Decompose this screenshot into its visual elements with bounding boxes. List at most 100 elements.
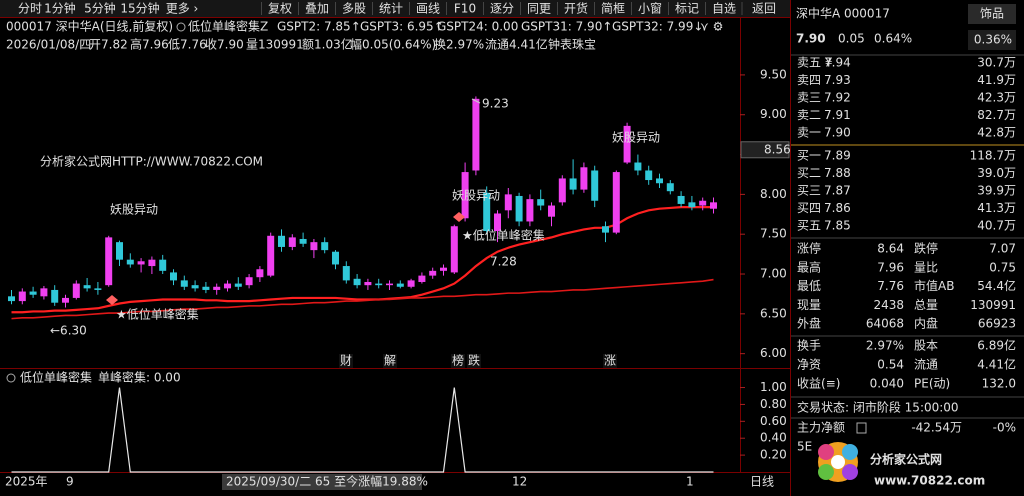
candle-body <box>634 162 642 171</box>
toolbar-button[interactable]: 多股 <box>342 2 366 16</box>
event-label[interactable]: 涨 <box>604 353 616 368</box>
indicator-icon <box>6 373 16 383</box>
event-marker[interactable] <box>383 354 397 368</box>
toolbar-button[interactable]: 分时 <box>18 2 42 16</box>
indicator-line <box>11 387 714 473</box>
candle-body <box>364 281 372 286</box>
toolbar-button[interactable]: 简框 <box>601 2 625 16</box>
sector-label[interactable]: 饰品 <box>980 7 1004 21</box>
candle-body <box>116 242 123 260</box>
y-tick-label: 0.80 <box>760 397 787 411</box>
toolbar-button[interactable]: 15分钟 <box>120 1 159 16</box>
toolbar-button[interactable]: 5分钟 <box>84 1 116 16</box>
stat-label: 内盘 <box>914 316 938 331</box>
toolbar-button[interactable]: 统计 <box>379 2 403 16</box>
candle-body <box>677 195 685 204</box>
toolbar-button[interactable]: 小窗 <box>638 2 662 16</box>
toolbar-button[interactable]: 开货 <box>564 1 588 16</box>
fund-value: 132.0 <box>982 377 1016 391</box>
signal-icon <box>106 295 118 305</box>
candle-body <box>191 285 199 289</box>
bar-info: 2026/01/08/四 <box>6 38 91 52</box>
candle-body <box>18 291 26 302</box>
candle-body <box>321 242 329 251</box>
book-price: 7.85 <box>824 219 851 233</box>
toolbar-button[interactable]: 1分钟 <box>44 1 76 16</box>
event-label[interactable]: 解 <box>384 354 396 368</box>
candle-body <box>224 283 231 289</box>
candle-body <box>245 277 253 286</box>
candle-body <box>51 289 59 303</box>
toolbar-button[interactable]: 叠加 <box>305 2 329 16</box>
candle-body <box>494 213 501 232</box>
stat-value: 54.4亿 <box>977 278 1016 293</box>
toolbar-button[interactable]: 逐分 <box>490 2 514 16</box>
book-volume: 30.7万 <box>977 56 1016 70</box>
event-label[interactable]: 财 <box>340 354 352 368</box>
stat-label: 现量 <box>797 298 821 312</box>
indicator-icon <box>176 22 186 32</box>
indicator-title: 低位单峰密集 <box>20 370 92 385</box>
event-marker[interactable] <box>467 354 481 368</box>
y-tick-label: 1.00 <box>760 380 787 394</box>
cursor-price-box <box>740 141 790 159</box>
logo-petal <box>818 464 834 480</box>
y-tick-label: 8.00 <box>760 187 787 201</box>
chart-annotation: 7.28 <box>490 255 517 269</box>
candle-body <box>623 125 631 163</box>
stat-value: 7.96 <box>877 260 904 274</box>
book-volume: 118.7万 <box>970 149 1016 163</box>
candle-body <box>137 261 145 265</box>
fund-label: 换手 <box>797 339 821 353</box>
book-volume: 41.9万 <box>977 73 1016 87</box>
toolbar-button[interactable]: 自选 <box>712 2 736 16</box>
candle-body <box>656 178 663 184</box>
candle-body <box>148 259 156 267</box>
formula-value: GSPT32: 7.99↓ <box>612 20 703 34</box>
fund-label: 股本 <box>914 339 938 353</box>
bar-info: 流通4.41亿 <box>485 37 548 52</box>
candle-body <box>29 291 37 295</box>
back-button[interactable]: 返回 <box>752 2 776 16</box>
stat-label: 最低 <box>797 279 821 293</box>
event-marker[interactable] <box>603 354 617 368</box>
toolbar-button[interactable]: 画线 <box>416 2 440 16</box>
event-label[interactable]: 榜 <box>452 353 464 368</box>
bar-info: 低7.76 <box>168 38 207 52</box>
book-label: 买四 <box>797 201 821 215</box>
book-volume: 82.7万 <box>977 108 1016 122</box>
event-label[interactable]: 跌 <box>468 353 480 368</box>
candle-body <box>666 183 674 192</box>
chart-annotation: 妖股异动 <box>110 203 158 217</box>
icon[interactable]: ⋎ ⚙ <box>700 20 723 34</box>
logo-graphic <box>818 442 858 482</box>
y-tick-label: 7.00 <box>760 267 787 281</box>
candle-body <box>234 283 242 287</box>
tab-label[interactable]: 5E <box>797 440 812 454</box>
formula-value: GSPT24: 0.00 <box>437 20 518 34</box>
toolbar-button[interactable]: 标记 <box>675 2 699 16</box>
candle-body <box>105 237 113 286</box>
stat-label: 外盘 <box>797 316 821 331</box>
x-cursor-label: 2025/09/30/二 65 至今涨幅19.88% <box>226 474 428 489</box>
y-tick-label: 9.00 <box>760 107 787 121</box>
event-marker[interactable] <box>339 354 353 368</box>
toolbar-button[interactable]: 复权 <box>268 2 292 16</box>
x-axis-label: 9 <box>66 475 74 489</box>
book-price: 7.88 <box>824 166 851 180</box>
toolbar-button[interactable]: 更多 › <box>166 2 199 16</box>
flow-icon <box>856 422 867 434</box>
event-marker[interactable] <box>451 354 465 368</box>
sector-button[interactable] <box>968 4 1016 24</box>
candle-body <box>418 275 426 282</box>
candle-body <box>94 288 102 290</box>
book-label: 卖三 <box>797 91 821 105</box>
book-label: 买二 <box>797 166 821 180</box>
toolbar-button[interactable]: 同更 <box>527 2 551 16</box>
candle-body <box>353 278 361 286</box>
candle-body <box>688 202 696 208</box>
candle-body <box>159 259 167 271</box>
signal-icon <box>453 212 465 222</box>
toolbar-button[interactable]: F10 <box>454 2 476 16</box>
